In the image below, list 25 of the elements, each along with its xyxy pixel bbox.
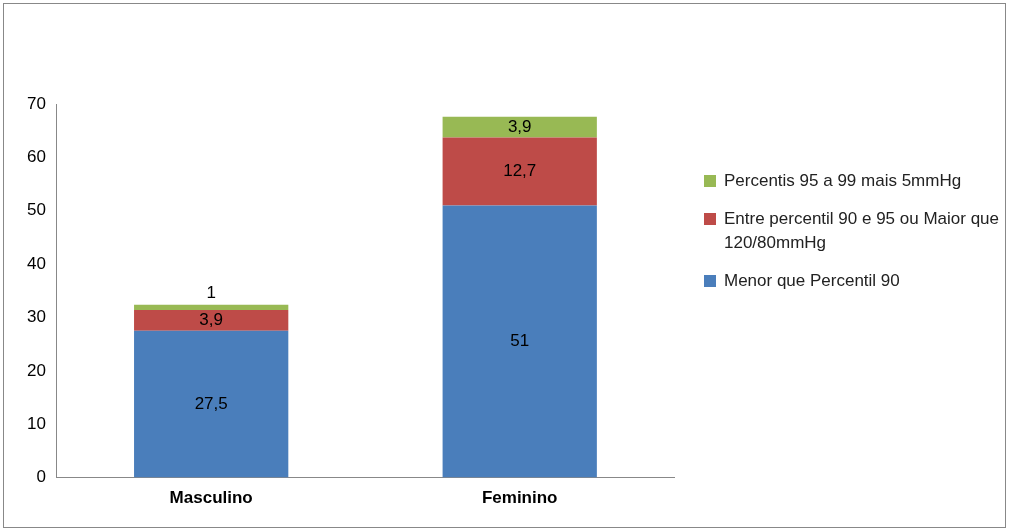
data-label: 12,7 bbox=[503, 161, 537, 181]
data-label: 27,5 bbox=[194, 393, 228, 413]
data-label: 51 bbox=[510, 331, 530, 351]
y-tick-label: 50 bbox=[26, 200, 46, 220]
data-label: 3,9 bbox=[507, 116, 532, 136]
data-label: 1 bbox=[206, 283, 216, 303]
bar bbox=[442, 116, 597, 138]
y-tick-label: 20 bbox=[26, 360, 46, 380]
bar bbox=[134, 330, 289, 478]
x-tick-label: Feminino bbox=[481, 488, 558, 508]
legend-label: Entre percentil 90 e 95 ou Maior que 120/80mmHg bbox=[724, 208, 1000, 254]
legend-label: Percentis 95 a 99 mais 5mmHg bbox=[724, 170, 962, 192]
y-tick-label: 0 bbox=[36, 467, 46, 487]
y-tick-label: 40 bbox=[26, 253, 46, 273]
bar bbox=[134, 304, 289, 311]
data-label: 3,9 bbox=[199, 310, 223, 330]
legend-label: Menor que Percentil 90 bbox=[724, 270, 900, 292]
x-tick-label: Masculino bbox=[169, 488, 253, 508]
y-tick-label: 30 bbox=[26, 307, 46, 327]
bar bbox=[442, 137, 597, 206]
bar bbox=[442, 205, 597, 478]
bar bbox=[134, 310, 289, 331]
y-tick-label: 10 bbox=[26, 413, 46, 433]
y-tick-label: 70 bbox=[26, 93, 46, 113]
y-tick-label: 60 bbox=[26, 147, 46, 167]
